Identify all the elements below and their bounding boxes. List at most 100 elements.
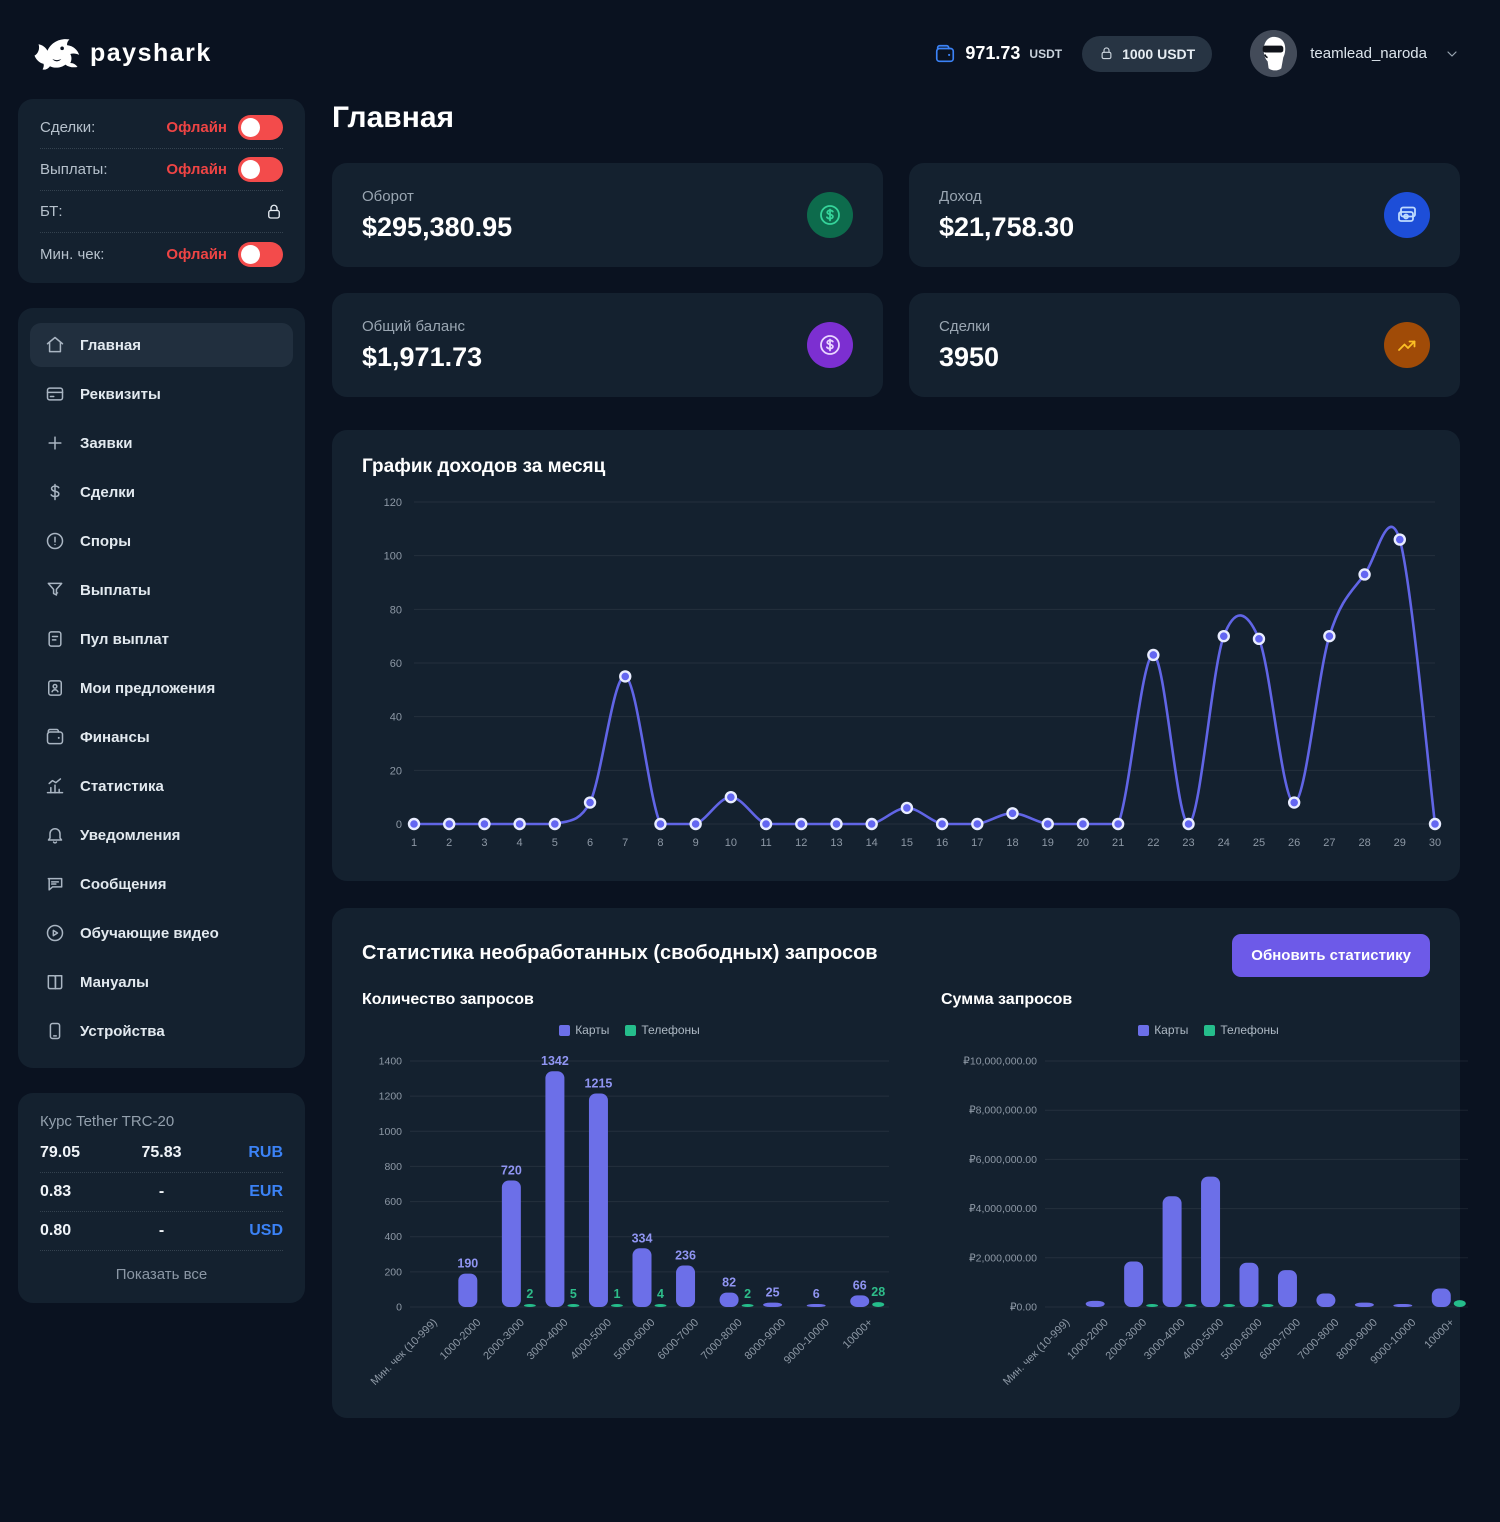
svg-text:20: 20: [1077, 837, 1089, 849]
brand-logo[interactable]: payshark: [28, 34, 212, 74]
requests-sum-legend: Карты Телефоны: [941, 1023, 1476, 1037]
refresh-stats-button[interactable]: Обновить статистику: [1232, 934, 1430, 977]
svg-text:2: 2: [526, 1287, 533, 1301]
status-label: БТ:: [40, 203, 63, 220]
sidebar-item-finansy[interactable]: Финансы: [30, 715, 293, 759]
stat-card-value: $295,380.95: [362, 211, 513, 242]
sidebar-item-glavnaya[interactable]: Главная: [30, 323, 293, 367]
svg-text:0: 0: [396, 1302, 402, 1314]
requests-sum-chart-col: Сумма запросов Карты Телефоны ₽0.00 ₽2,000…: [941, 991, 1476, 1392]
svg-text:720: 720: [501, 1163, 522, 1177]
status-panel: Сделки: Офлайн Выплаты: Офлайн БТ: Мин. чек: О…: [18, 99, 305, 283]
sidebar-item-ustroystva[interactable]: Устройства: [30, 1009, 293, 1053]
requests-stats-card: Статистика необработанных (свободных) за…: [332, 908, 1468, 1418]
rate-code: RUB: [248, 1144, 283, 1161]
svg-text:5: 5: [570, 1287, 577, 1301]
svg-text:1200: 1200: [379, 1091, 403, 1103]
svg-text:5: 5: [552, 837, 558, 849]
rate-row: 0.80 - USD: [40, 1212, 283, 1251]
sidebar-item-zayavki[interactable]: Заявки: [30, 421, 293, 465]
sidebar-item-pul-vyplat[interactable]: Пул выплат: [30, 617, 293, 661]
rate-row: 0.83 - EUR: [40, 1173, 283, 1212]
rate-row: 79.05 75.83 RUB: [40, 1134, 283, 1173]
rates-title: Курс Tether TRC-20: [40, 1113, 175, 1130]
svg-text:7000-8000: 7000-8000: [699, 1317, 745, 1363]
svg-text:6000-7000: 6000-7000: [655, 1317, 701, 1363]
rate-buy: 0.80: [40, 1222, 72, 1239]
chat-icon: [45, 874, 65, 894]
stats-icon: [45, 776, 65, 796]
svg-text:10: 10: [725, 837, 737, 849]
balance-value: 971.73: [965, 43, 1021, 63]
sidebar-item-sdelki[interactable]: Сделки: [30, 470, 293, 514]
svg-text:190: 190: [457, 1257, 478, 1271]
requests-count-chart-col: Количество запросов Карты Телефоны 0 200 40…: [362, 991, 897, 1392]
sidebar-item-spory[interactable]: Споры: [30, 519, 293, 563]
svg-text:₽8,000,000.00: ₽8,000,000.00: [969, 1105, 1037, 1117]
id-icon: [45, 678, 65, 698]
svg-text:30: 30: [1429, 837, 1441, 849]
home-icon: [45, 335, 65, 355]
show-all-link[interactable]: Показать все: [115, 1266, 208, 1283]
sdelki-toggle[interactable]: [238, 115, 283, 140]
svg-text:8: 8: [657, 837, 663, 849]
chevron-down-icon[interactable]: [1444, 46, 1460, 62]
svg-text:100: 100: [384, 551, 402, 563]
sidebar-item-manualy[interactable]: Мануалы: [30, 960, 293, 1004]
rate-buy: 79.05: [40, 1144, 81, 1161]
sidebar-item-soobshcheniya[interactable]: Сообщения: [30, 862, 293, 906]
svg-text:12: 12: [795, 837, 807, 849]
book-icon: [45, 972, 65, 992]
sidebar-item-statistika[interactable]: Статистика: [30, 764, 293, 808]
rate-buy: 0.83: [40, 1183, 72, 1200]
svg-text:11: 11: [760, 837, 771, 849]
svg-text:5000-6000: 5000-6000: [612, 1317, 658, 1363]
status-state: Офлайн: [166, 161, 227, 178]
svg-text:1000-2000: 1000-2000: [438, 1317, 484, 1363]
svg-text:9000-10000: 9000-10000: [782, 1317, 832, 1367]
stat-card-sdelki: Сделки 3950: [909, 293, 1460, 397]
locked-balance-badge[interactable]: 1000 USDT: [1082, 35, 1213, 72]
svg-text:25: 25: [1253, 837, 1265, 849]
status-row-sdelki: Сделки: Офлайн: [40, 107, 283, 149]
plus-icon: [45, 433, 65, 453]
device-icon: [45, 1021, 65, 1041]
rates-panel: Курс Tether TRC-20 79.05 75.83 RUB 0.83 - EUR…: [18, 1093, 305, 1303]
funnel-icon: [45, 580, 65, 600]
svg-text:22: 22: [1147, 837, 1159, 849]
svg-text:2: 2: [744, 1287, 751, 1301]
svg-text:66: 66: [853, 1278, 867, 1292]
sidebar-item-label: Мои предложения: [80, 679, 216, 697]
svg-text:2: 2: [446, 837, 452, 849]
min-chek-toggle[interactable]: [238, 241, 283, 267]
legend-item: Телефоны: [625, 1023, 700, 1037]
sidebar-item-label: Статистика: [80, 777, 164, 795]
balance-currency: USDT: [1029, 46, 1063, 61]
user-menu[interactable]: teamlead_naroda: [1250, 30, 1460, 77]
sidebar-item-label: Обучающие видео: [80, 924, 219, 942]
svg-text:7: 7: [622, 837, 628, 849]
stat-card-label: Общий баланс: [362, 317, 465, 335]
sidebar-item-moi-predlozheniya[interactable]: Мои предложения: [30, 666, 293, 710]
svg-text:3: 3: [481, 837, 487, 849]
wallet-icon: [934, 43, 956, 65]
status-state: Офлайн: [166, 245, 227, 263]
svg-text:82: 82: [722, 1276, 736, 1290]
svg-text:₽0.00: ₽0.00: [1010, 1302, 1037, 1314]
sidebar-item-label: Споры: [80, 532, 132, 550]
wallet-icon: [45, 727, 65, 747]
sidebar-item-label: Пул выплат: [80, 630, 169, 648]
vyplaty-toggle[interactable]: [238, 157, 283, 182]
sidebar-item-rekvizity[interactable]: Реквизиты: [30, 372, 293, 416]
sidebar-item-vyplaty[interactable]: Выплаты: [30, 568, 293, 612]
legend-item: Телефоны: [1204, 1023, 1279, 1037]
lock-icon: [1099, 46, 1114, 61]
stat-card-label: Оборот: [362, 187, 414, 205]
username: teamlead_naroda: [1310, 45, 1427, 62]
sidebar-item-label: Финансы: [80, 728, 150, 746]
svg-text:20: 20: [390, 765, 402, 777]
svg-text:28: 28: [871, 1285, 885, 1299]
sidebar-item-uvedomleniya[interactable]: Уведомления: [30, 813, 293, 857]
dollar-circle-icon: [807, 322, 853, 368]
sidebar-item-obuchayushchie-video[interactable]: Обучающие видео: [30, 911, 293, 955]
